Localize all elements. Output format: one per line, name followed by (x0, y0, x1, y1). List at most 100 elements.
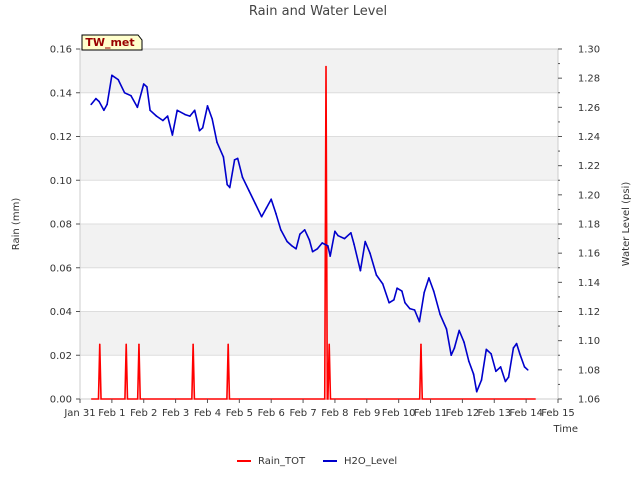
water-level-point (334, 230, 336, 233)
water-level-point (308, 239, 311, 241)
y-tick-label-right: 1.20 (578, 190, 600, 201)
chart-title: Rain and Water Level (249, 4, 387, 19)
water-level-point (432, 290, 435, 292)
y-tick-label-left: 0.12 (50, 132, 72, 143)
water-level-point (381, 282, 384, 285)
water-level-point (453, 347, 456, 349)
left-y-axis-ticks: 0.00 0.02 0.04 0.06 0.08 0.10 0.12 0.14 0.16 (50, 45, 80, 406)
water-level-point (98, 100, 100, 103)
y-tick-label-right: 1.14 (578, 278, 600, 289)
water-level-point (111, 74, 113, 77)
y-tick-label-right: 1.10 (578, 336, 600, 347)
x-tick-label: Feb 1 (98, 408, 125, 419)
water-level-point (475, 390, 478, 393)
y-tick-label-right: 1.26 (578, 103, 600, 114)
x-tick-label: Feb 8 (321, 408, 348, 419)
y-axis-label-left: Rain (mm) (11, 198, 22, 251)
legend-label-rain: Rain_TOT (258, 456, 306, 467)
x-tick-label: Feb 3 (162, 408, 189, 419)
water-level-point (423, 291, 425, 294)
water-level-point (463, 341, 465, 343)
water-level-point (311, 250, 314, 253)
water-level-point (321, 242, 323, 244)
station-badge: TW_met (81, 34, 143, 51)
water-level-point (458, 329, 461, 332)
y-tick-label-right: 1.18 (578, 220, 600, 231)
water-level-point (401, 290, 403, 292)
water-level-point (353, 243, 355, 246)
legend: Rain_TOT H2O_Level (237, 456, 397, 467)
water-level-point (216, 141, 218, 144)
water-level-point (329, 255, 331, 257)
y-tick-label-right: 1.12 (578, 307, 600, 318)
water-level-point (189, 115, 191, 117)
y-tick-label-left: 0.02 (50, 351, 72, 362)
water-level-point (162, 119, 164, 122)
water-level-point (507, 376, 510, 378)
water-level-point (303, 229, 306, 231)
water-level-point (198, 129, 201, 132)
x-tick-label: Jan 31 (63, 408, 95, 419)
x-tick-label: Feb 13 (477, 408, 511, 419)
x-tick-label: Feb 6 (258, 408, 285, 419)
y-tick-label-right: 1.08 (578, 365, 600, 376)
water-level-point (445, 328, 448, 330)
water-level-series-line (90, 74, 529, 393)
x-tick-label: Feb 15 (541, 408, 575, 419)
water-level-point (130, 94, 132, 97)
plot-band (80, 136, 558, 181)
water-level-point (184, 113, 186, 116)
water-level-point (260, 215, 263, 218)
water-level-point (343, 237, 346, 240)
water-level-point (233, 159, 236, 161)
water-level-point (526, 369, 529, 371)
water-level-point (490, 352, 492, 355)
water-level-point (226, 183, 229, 186)
y-tick-label-left: 0.04 (50, 307, 72, 318)
water-level-point (193, 109, 196, 112)
water-level-point (286, 240, 288, 243)
plot-band (80, 311, 558, 356)
rain-spike-point (227, 343, 229, 346)
water-level-point (270, 198, 273, 201)
water-level-point (327, 245, 329, 247)
water-level-point (350, 231, 352, 234)
water-level-point (375, 274, 378, 276)
plot-band (80, 49, 558, 93)
water-level-point (166, 115, 169, 117)
water-level-point (248, 189, 250, 192)
x-tick-label: Feb 11 (414, 408, 448, 419)
x-tick-label: Feb 2 (130, 408, 157, 419)
water-level-point (291, 245, 293, 247)
rain-series-layer (91, 65, 536, 400)
station-badge-label: TW_met (85, 36, 134, 49)
water-level-point (404, 301, 406, 304)
right-y-axis-ticks: 1.06 1.08 1.10 1.12 1.14 1.16 1.18 1.20 1.22 1.24… (558, 45, 600, 406)
x-tick-label: Feb 10 (382, 408, 416, 419)
x-tick-label: Feb 4 (194, 408, 221, 419)
rain-spike-point (325, 65, 327, 68)
water-level-point (359, 269, 362, 272)
water-level-point (337, 234, 339, 237)
x-axis-label: Time (553, 424, 578, 435)
water-level-point (236, 157, 239, 160)
legend-label-level: H2O_Level (344, 456, 397, 467)
water-level-point (393, 299, 395, 301)
water-level-point (142, 83, 145, 85)
rain-spike-point (98, 343, 101, 346)
water-level-point (206, 105, 209, 107)
water-level-point (518, 352, 521, 355)
x-tick-label: Feb 12 (446, 408, 480, 419)
x-tick-label: Feb 5 (226, 408, 253, 419)
water-level-series-layer (90, 74, 529, 393)
water-level-point (117, 78, 120, 81)
water-level-point (171, 134, 174, 136)
water-level-point (364, 240, 367, 243)
y-tick-label-left: 0.10 (50, 176, 72, 187)
y-tick-label-right: 1.06 (578, 395, 600, 406)
water-level-point (103, 109, 105, 112)
water-level-point (523, 366, 526, 368)
water-level-point (316, 247, 319, 250)
water-level-point (176, 109, 178, 112)
